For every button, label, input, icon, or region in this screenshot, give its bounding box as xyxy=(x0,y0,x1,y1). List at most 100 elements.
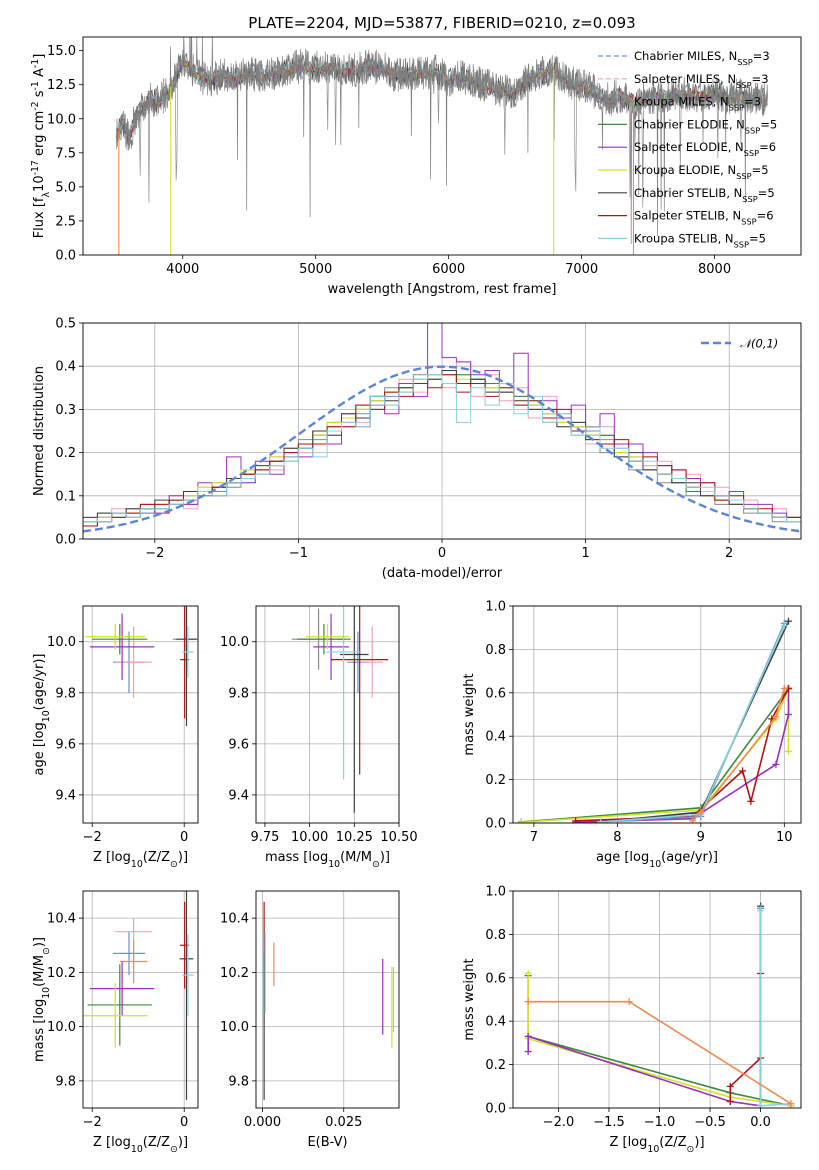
chart-0: 4000 5000 6000 7000 8000 0.0 2.5 5.0 7.5 10.0 12.5… xyxy=(30,14,802,297)
error-bar-point xyxy=(306,623,349,650)
y-tick-label: 1.0 xyxy=(485,600,506,615)
x-tick-label: 10.50 xyxy=(380,830,417,845)
x-axis-label: Z [log10(Z/Z⊙)] xyxy=(609,1135,704,1155)
y-tick-label: 1.0 xyxy=(485,885,506,900)
x-tick-label: −1.5 xyxy=(593,1115,625,1130)
chart-6: 0.000 0.025 9.8 10.0 10.2 10.4 E(B-V) xyxy=(220,890,400,1150)
error-bar-point xyxy=(340,606,369,813)
x-tick-label: −2 xyxy=(145,546,164,561)
x-tick-label: 6000 xyxy=(432,262,465,277)
legend-label: Kroupa ELODIE, NSSP=5 xyxy=(634,163,769,181)
weight-line xyxy=(759,910,791,1107)
error-bars xyxy=(263,901,395,1100)
y-tick-label: 9.6 xyxy=(228,737,249,752)
x-axis-label: E(B-V) xyxy=(307,1135,347,1150)
error-bar-point xyxy=(119,939,148,984)
weight-series xyxy=(597,617,792,823)
x-tick-label: 2 xyxy=(725,546,733,561)
x-tick-label: 10.00 xyxy=(291,830,328,845)
legend: Chabrier MILES, NSSP=3 Salpeter MILES, NS… xyxy=(598,49,777,249)
y-tick-label: 15.0 xyxy=(47,44,76,59)
error-bar-point xyxy=(182,934,194,1016)
x-tick-label: 0.025 xyxy=(325,1115,362,1130)
tick-marks xyxy=(79,641,185,827)
y-tick-label: 10.0 xyxy=(47,112,76,127)
x-tick-label: 0 xyxy=(180,830,188,845)
y-tick-label: 0.4 xyxy=(485,730,506,745)
y-tick-label: 10.0 xyxy=(220,635,249,650)
y-tick-label: 10.2 xyxy=(47,966,76,981)
legend-label: 𝒩(0,1) xyxy=(740,337,778,351)
tick-marks xyxy=(79,917,185,1112)
weight-line xyxy=(575,688,790,823)
y-axis-label: mass weight xyxy=(462,958,477,1040)
error-bar-point xyxy=(176,606,197,726)
error-bar-point xyxy=(115,626,152,698)
x-tick-label: 7 xyxy=(530,830,538,845)
x-axis-label: age [log10(age/yr)] xyxy=(596,850,718,870)
weight-line xyxy=(575,688,790,822)
histogram-step xyxy=(83,374,801,527)
legend-label: Chabrier ELODIE, NSSP=5 xyxy=(634,117,777,135)
weight-series xyxy=(572,684,792,823)
y-tick-label: 9.6 xyxy=(55,737,76,752)
x-tick-label: 4000 xyxy=(166,262,199,277)
y-tick-label: 12.5 xyxy=(47,78,76,93)
x-tick-label: 8 xyxy=(613,830,621,845)
error-bars xyxy=(83,891,194,1100)
normal-curve xyxy=(83,365,801,533)
grid-lines xyxy=(513,605,801,824)
x-tick-label: 5000 xyxy=(299,262,332,277)
y-tick-label: 10.4 xyxy=(47,912,76,927)
histogram-step xyxy=(83,374,801,523)
weight-line xyxy=(527,1035,761,1107)
weight-series xyxy=(524,998,795,1108)
error-bar-point xyxy=(87,964,152,1046)
x-tick-label: −1.0 xyxy=(644,1115,676,1130)
error-bar-point xyxy=(182,626,194,678)
x-tick-label: 8000 xyxy=(698,262,731,277)
plot-frame xyxy=(82,322,802,540)
y-tick-label: 0.3 xyxy=(55,403,76,418)
y-tick-label: 0.0 xyxy=(55,249,76,264)
y-tick-label: 0.8 xyxy=(485,928,506,943)
error-bar-point xyxy=(331,606,389,775)
x-tick-label: 10 xyxy=(776,830,793,845)
y-tick-label: 0.4 xyxy=(55,360,76,375)
spectrum-lines xyxy=(115,37,768,255)
y-axis-label: Normed distribution xyxy=(32,366,47,496)
weight-lines xyxy=(524,902,795,1108)
error-bar-point xyxy=(85,623,146,650)
legend-label: Salpeter STELIB, NSSP=6 xyxy=(634,209,774,227)
y-tick-label: 0.8 xyxy=(485,643,506,658)
error-bar-point xyxy=(325,606,362,780)
weight-series xyxy=(688,684,788,823)
legend-label: Kroupa STELIB, NSSP=5 xyxy=(634,231,766,249)
legend-label: Chabrier STELIB, NSSP=5 xyxy=(634,186,775,204)
chart-7: −2.0 −1.5 −1.0 −0.5 0.0 0.0 0.2 0.4 0.6 0.8 1.0 Z [… xyxy=(462,885,802,1155)
y-tick-label: 9.8 xyxy=(228,1074,249,1089)
grid-lines xyxy=(83,606,198,823)
plot-frame xyxy=(255,890,400,1109)
x-tick-label: 0.000 xyxy=(244,1115,281,1130)
y-axis-label: mass weight xyxy=(462,673,477,755)
plot-frame xyxy=(255,605,400,824)
chart-5: −2 0 9.8 10.0 10.2 10.4 Z [log10(Z/Z⊙)] mass [l… xyxy=(32,890,199,1155)
error-bars xyxy=(291,606,389,813)
y-tick-label: 0.6 xyxy=(485,686,506,701)
x-tick-label: 1 xyxy=(581,546,589,561)
y-tick-label: 10.4 xyxy=(220,912,249,927)
weight-series xyxy=(757,907,795,1108)
y-tick-label: 9.8 xyxy=(228,686,249,701)
x-tick-label: −2 xyxy=(83,1115,102,1130)
tick-marks xyxy=(252,917,345,1112)
error-bar-point xyxy=(112,931,146,976)
weight-series xyxy=(572,684,792,823)
legend-label: Salpeter ELODIE, NSSP=6 xyxy=(634,140,776,158)
x-axis-label: Z [log10(Z/Z⊙)] xyxy=(93,1135,188,1155)
chart-3: 9.75 10.00 10.25 10.50 9.4 9.6 9.8 10.0 mass [lo… xyxy=(220,605,418,870)
spectrum-data-line xyxy=(115,37,768,245)
plot-frame xyxy=(82,890,199,1109)
tick-marks xyxy=(79,50,715,259)
plot-frame xyxy=(82,36,802,256)
